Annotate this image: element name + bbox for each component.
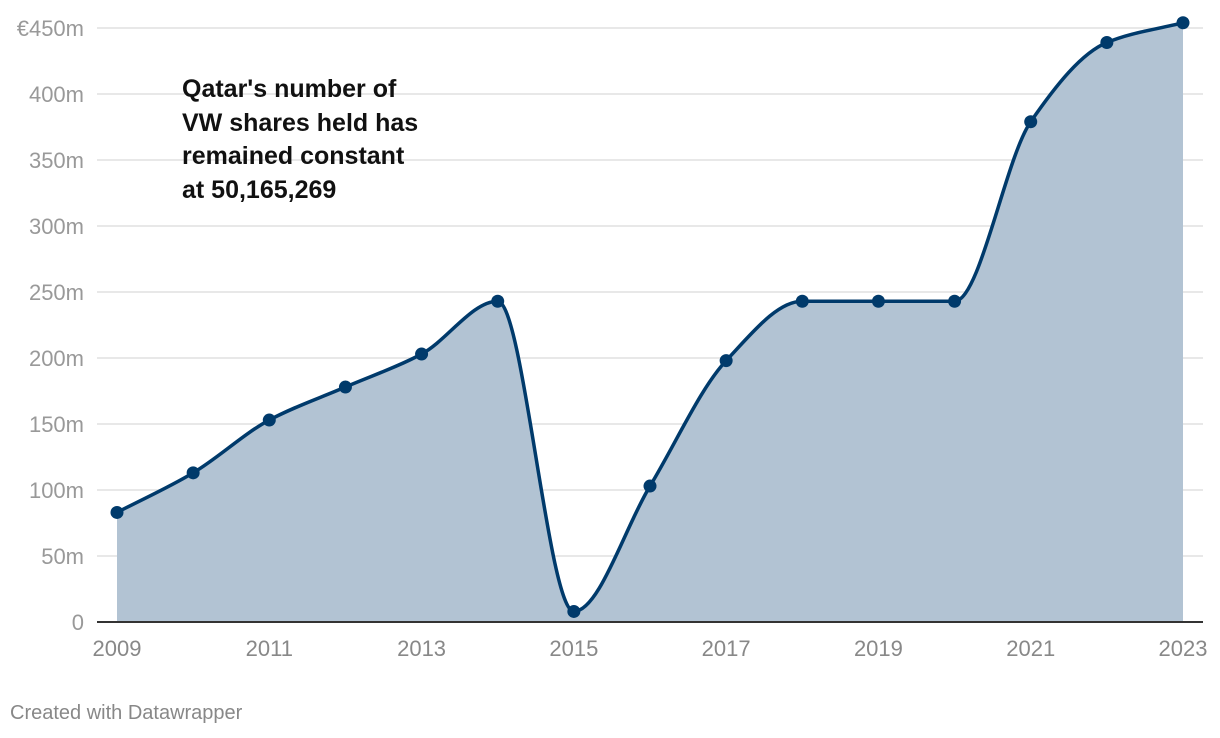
y-tick-label: 0 bbox=[72, 610, 84, 635]
data-point bbox=[1100, 36, 1114, 50]
x-tick-label: 2021 bbox=[1006, 636, 1055, 661]
x-tick-label: 2009 bbox=[93, 636, 142, 661]
x-tick-label: 2013 bbox=[397, 636, 446, 661]
y-tick-label: 350m bbox=[29, 148, 84, 173]
y-tick-label: €450m bbox=[17, 16, 84, 41]
datawrapper-credit: Created with Datawrapper bbox=[10, 702, 243, 724]
x-tick-label: 2011 bbox=[246, 636, 293, 661]
x-tick-label: 2017 bbox=[702, 636, 751, 661]
y-tick-label: 150m bbox=[29, 412, 84, 437]
y-tick-label: 250m bbox=[29, 280, 84, 305]
x-tick-label: 2019 bbox=[854, 636, 903, 661]
data-point bbox=[110, 505, 124, 519]
x-tick-label: 2015 bbox=[549, 636, 598, 661]
y-axis-ticks: €450m 400m 350m 300m 250m 200m 150m 100m 50m 0 bbox=[17, 16, 84, 635]
y-tick-label: 100m bbox=[29, 478, 84, 503]
data-point bbox=[1024, 115, 1038, 129]
x-axis-ticks: 2009 2011 2013 2015 2017 2019 2021 2023 bbox=[93, 636, 1208, 661]
annotation-line-3: remained constant bbox=[182, 142, 405, 170]
x-tick-label: 2023 bbox=[1159, 636, 1208, 661]
data-point bbox=[719, 354, 733, 368]
chart-annotation: Qatar's number of VW shares held has rem… bbox=[182, 73, 482, 207]
data-point bbox=[795, 294, 809, 308]
data-point bbox=[262, 413, 276, 427]
series-line bbox=[116, 21, 1184, 614]
data-point bbox=[871, 294, 885, 308]
y-tick-label: 200m bbox=[29, 346, 84, 371]
area-fill bbox=[117, 22, 1183, 623]
data-point bbox=[948, 294, 962, 308]
data-point bbox=[1176, 16, 1190, 30]
data-point bbox=[338, 380, 352, 394]
y-tick-label: 300m bbox=[29, 214, 84, 239]
data-point bbox=[491, 294, 505, 308]
data-points bbox=[110, 16, 1190, 618]
data-point bbox=[643, 479, 657, 493]
annotation-line-2: VW shares held has bbox=[182, 108, 419, 137]
annotation-line-4: at 50,165,269 bbox=[182, 175, 337, 204]
data-point bbox=[415, 347, 429, 361]
area-chart: €450m 400m 350m 300m 250m 200m 150m 100m 50m 0 20… bbox=[17, 16, 1208, 661]
y-tick-label: 50m bbox=[41, 544, 84, 569]
y-tick-label: 400m bbox=[29, 82, 84, 107]
annotation-line-1: Qatar's number of bbox=[182, 75, 397, 103]
data-point bbox=[186, 466, 200, 480]
data-point bbox=[567, 604, 581, 618]
